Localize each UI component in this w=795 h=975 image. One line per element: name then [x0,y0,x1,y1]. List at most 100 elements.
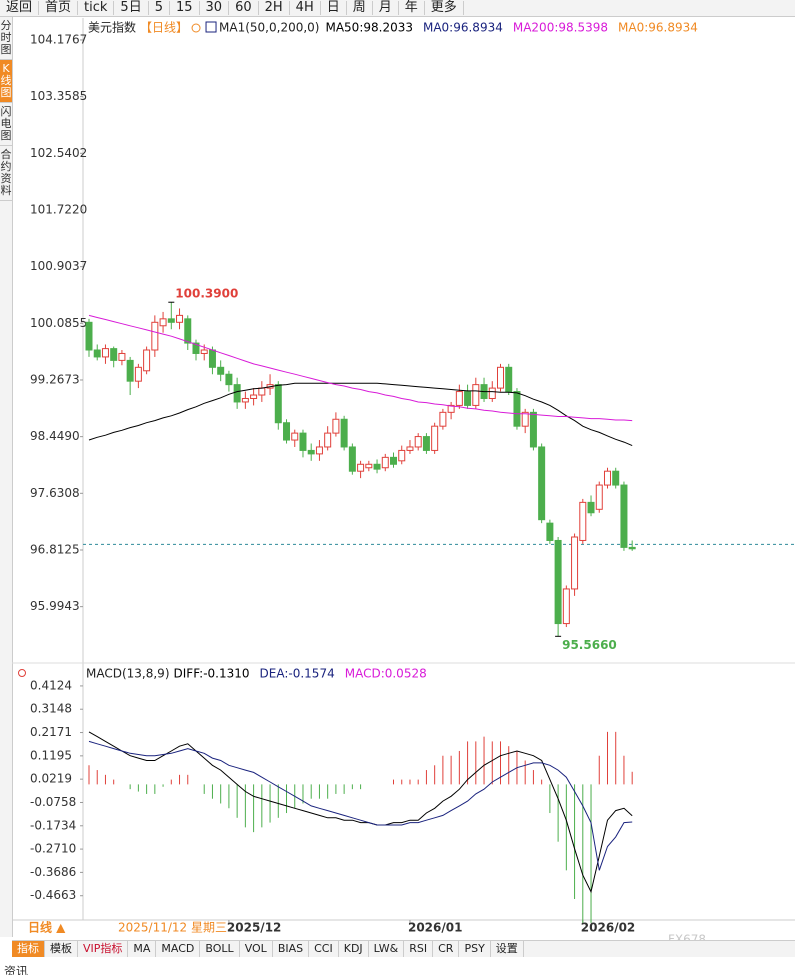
candle-body [110,348,118,361]
indicator-tab[interactable]: PSY [459,941,491,957]
indicator-tab[interactable]: KDJ [339,941,369,957]
candle-body [315,446,323,455]
x-tick-label: 2025/12 [227,921,281,935]
sidebar-tab[interactable]: 合约资料 [0,146,12,201]
candle-body [464,391,472,406]
toolbar-button[interactable]: 30 [200,1,230,15]
cursor-date: 2025/11/12 星期三 [118,921,227,935]
sidebar: 分时图 K线图 闪电图 合约资料 [0,17,13,937]
toolbar-button[interactable]: 返回 [0,1,40,15]
toolbar-button[interactable]: 5日 [114,1,149,15]
indicator-tab[interactable]: 设置 [491,941,524,957]
indicator-tab[interactable]: VOL [240,941,273,957]
candle-body [529,411,537,448]
toolbar-button[interactable]: 年 [399,1,425,15]
candle-body [628,546,636,550]
candle-body [324,432,332,448]
candle-body [546,522,554,541]
ma-line [88,314,633,422]
extreme-label: 100.3900 [175,287,238,301]
indicator-tab[interactable]: CR [433,941,460,957]
y-tick-label: 103.3585 [30,89,87,103]
candle-body [176,314,184,323]
candle-body [488,387,496,399]
chart-title: 美元指数 [88,20,136,35]
indicator-icon [205,21,217,33]
indicator-name: MA1(50,0,200,0) [219,21,319,35]
indicator-tab[interactable]: MACD [156,941,201,957]
candle-body [184,318,192,344]
candle-body [455,391,463,406]
candle-body [241,397,249,403]
toolbar-button[interactable]: 2H [259,1,290,15]
y-tick-label: 0.3148 [30,702,72,716]
indicator-title: MACD(13,8,9) [86,667,170,681]
legend-item: MACD:0.0528 [345,667,427,681]
x-tick-label: 2026/01 [408,921,462,935]
candle-body [283,422,291,441]
toolbar-button[interactable]: 60 [229,1,259,15]
macd-line [88,731,633,894]
indicator-tab[interactable]: 模板 [45,941,78,957]
ma-line [88,382,633,447]
candle-body [134,366,142,382]
legend-item: MA0:96.8934 [423,21,503,35]
y-tick-label: 99.2673 [30,372,80,386]
y-tick-label: 102.5402 [30,146,87,160]
candle-body [595,484,603,510]
legend-item: DEA:-0.1574 [260,667,335,681]
candle-body [340,418,348,448]
indicator-tab[interactable]: LW& [369,941,405,957]
indicator-tab[interactable]: CCI [309,941,339,957]
extreme-label: 95.5660 [562,638,617,652]
y-tick-label: -0.0758 [30,795,76,809]
toolbar: 返回 首页 tick 5日 5 15 30 60 2H 4H 日周月年更多 [0,0,795,17]
candle-body [143,349,151,372]
candle-body [118,352,126,361]
sidebar-tab[interactable]: 闪电图 [0,103,12,146]
indicator-tab[interactable]: 指标 [12,941,45,957]
period-selector: 日线 ▲ [28,920,66,935]
indicator-tab[interactable]: BIAS [273,941,310,957]
candle-body [93,349,101,358]
candle-body [497,366,504,389]
toolbar-button[interactable]: 月 [373,1,399,15]
toolbar-button[interactable]: 日 [321,1,347,15]
y-tick-label: 97.6308 [30,486,80,500]
candle-body [208,349,216,368]
sidebar-tab[interactable]: 分时图 [0,17,12,60]
candle-body [620,484,628,548]
indicator-tab[interactable]: MA [128,941,157,957]
indicator-tab[interactable]: BOLL [200,941,240,957]
candle-body [381,456,389,469]
y-tick-label: 101.7220 [30,202,87,216]
candle-body [299,432,307,451]
toolbar-button[interactable]: 5 [149,1,170,15]
candle-body [192,342,200,354]
toolbar-button[interactable]: 首页 [39,1,79,15]
legend-item: MA50:98.2033 [325,21,413,35]
candle-body [538,446,546,521]
candle-body [101,348,109,358]
candle-body [151,321,159,351]
indicator-tab[interactable]: RSI [404,941,434,957]
candle-body [233,384,241,403]
toolbar-button[interactable]: 4H [290,1,321,15]
y-tick-label: 100.0855 [30,316,87,330]
toolbar-button[interactable]: 周 [347,1,373,15]
candle-body [126,359,134,382]
candle-body [587,501,595,514]
toolbar-button[interactable]: 更多 [425,1,464,15]
indicator-tab[interactable]: VIP指标 [78,941,129,957]
candle-body [422,436,430,451]
y-tick-label: 95.9943 [30,599,80,613]
toolbar-button[interactable]: tick [78,1,115,15]
candle-body [225,373,233,386]
y-tick-label: 96.8125 [30,542,80,556]
toolbar-button[interactable]: 15 [170,1,200,15]
y-tick-label: -0.1734 [30,818,76,832]
macd-line [88,740,633,871]
sidebar-tab[interactable]: K线图 [0,60,12,103]
y-tick-label: -0.3686 [30,865,76,879]
